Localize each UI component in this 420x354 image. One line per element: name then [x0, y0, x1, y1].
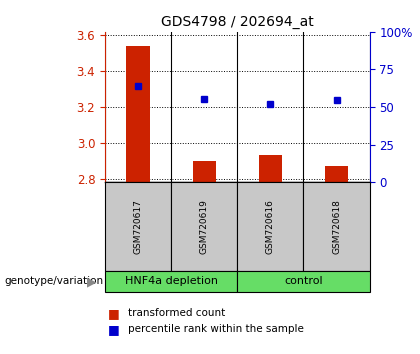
Text: GSM720616: GSM720616	[266, 199, 275, 254]
Text: transformed count: transformed count	[128, 308, 226, 318]
Text: control: control	[284, 276, 323, 286]
Text: GSM720617: GSM720617	[134, 199, 142, 254]
Bar	[325, 166, 348, 182]
Bar	[303, 182, 370, 271]
Bar	[193, 161, 216, 182]
Text: GSM720618: GSM720618	[332, 199, 341, 254]
Title: GDS4798 / 202694_at: GDS4798 / 202694_at	[161, 16, 314, 29]
Bar	[237, 271, 370, 292]
Text: HNF4a depletion: HNF4a depletion	[125, 276, 218, 286]
Bar	[105, 182, 171, 271]
Text: GSM720619: GSM720619	[200, 199, 209, 254]
Text: percentile rank within the sample: percentile rank within the sample	[128, 324, 304, 334]
Text: ■: ■	[108, 307, 119, 320]
Text: ■: ■	[108, 323, 119, 336]
Text: genotype/variation: genotype/variation	[4, 276, 103, 286]
Text: ▶: ▶	[87, 275, 97, 288]
Bar	[237, 182, 304, 271]
Bar	[259, 155, 282, 182]
Bar	[171, 182, 237, 271]
Bar	[105, 271, 237, 292]
Bar	[126, 46, 150, 182]
